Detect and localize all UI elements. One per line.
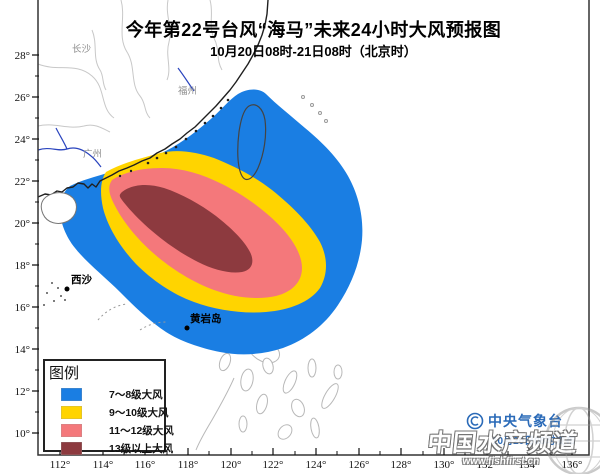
city-label-xisha: 西沙 <box>71 274 92 286</box>
province-borders <box>37 0 223 133</box>
wind-area-13plus <box>119 184 253 273</box>
svg-text:122°: 122° <box>263 459 284 471</box>
legend-title: 图例 <box>49 365 80 382</box>
legend-item-7-8: 7～8级大风 <box>61 385 164 403</box>
lat-major-ticks <box>32 54 39 434</box>
svg-text:112°: 112° <box>50 459 71 471</box>
publisher-issued-date: 10月20日08时发布 <box>492 436 576 447</box>
watermark-globe-icon <box>544 406 600 474</box>
legend-item-11-12: 11～12级大风 <box>61 421 174 439</box>
legend-label-9-10: 9～10级大风 <box>109 406 169 419</box>
mainland-coastline <box>37 0 269 198</box>
city-label-guangzhou: 广州 <box>83 148 102 160</box>
lat-minor-ticks <box>35 75 39 413</box>
legend-item-13plus: 13级以上大风 <box>61 439 173 457</box>
legend-swatch-7-8 <box>61 387 82 401</box>
svg-text:116°: 116° <box>135 459 156 471</box>
ryukyu-islets <box>301 95 328 123</box>
rivers <box>37 67 195 168</box>
publisher-name: 中央气象台 <box>488 413 563 429</box>
svg-text:18°: 18° <box>15 260 30 272</box>
svg-text:128°: 128° <box>391 459 412 471</box>
city-label-fuzhou: 福州 <box>178 85 197 97</box>
lon-axis-labels: 112° 114° 116° 118° 120° 122° 124° 126° … <box>50 459 583 471</box>
svg-text:12°: 12° <box>15 386 30 398</box>
hainan-island <box>40 192 77 224</box>
xisha-marker <box>64 286 70 292</box>
city-labels: 长沙 广州 福州 西沙 黄岩岛 <box>64 43 222 331</box>
wind-areas <box>60 89 363 355</box>
svg-text:114°: 114° <box>93 459 114 471</box>
svg-text:10°: 10° <box>15 428 30 440</box>
legend-swatch-11-12 <box>61 423 82 437</box>
svg-text:136°: 136° <box>562 459 583 471</box>
svg-text:28°: 28° <box>15 50 30 62</box>
coastal-islets <box>118 98 230 178</box>
palawan-island <box>195 377 235 451</box>
publisher-block: 中央气象台 <box>466 411 563 431</box>
city-label-changsha: 长沙 <box>72 43 92 55</box>
svg-text:22°: 22° <box>15 176 30 188</box>
legend-swatch-13plus <box>61 441 82 455</box>
legend-label-7-8: 7～8级大风 <box>109 388 163 401</box>
legend-item-9-10: 9～10级大风 <box>61 403 169 421</box>
huangyandao-marker <box>184 325 190 331</box>
lat-axis-labels: 28° 26° 24° 22° 20° 18° 16° 14° 12° 10° <box>15 50 30 440</box>
svg-text:14°: 14° <box>15 344 30 356</box>
svg-text:132°: 132° <box>477 459 498 471</box>
xisha-islets <box>43 282 167 331</box>
cma-logo-icon <box>466 412 484 430</box>
svg-text:26°: 26° <box>15 92 30 104</box>
taiwan-island <box>237 104 267 181</box>
svg-text:134°: 134° <box>519 459 540 471</box>
svg-text:118°: 118° <box>178 459 199 471</box>
page-title: 今年第22号台风“海马”未来24小时大风预报图 <box>125 20 502 40</box>
svg-text:126°: 126° <box>349 459 370 471</box>
svg-text:124°: 124° <box>306 459 327 471</box>
page-subtitle: 10月20日08时-21日08时（北京时） <box>210 44 417 59</box>
legend: 图例 7～8级大风 9～10级大风 11～12级大风 13级以上大风 <box>43 359 174 455</box>
svg-text:130°: 130° <box>434 459 455 471</box>
svg-text:24°: 24° <box>15 134 30 146</box>
svg-text:16°: 16° <box>15 302 30 314</box>
legend-label-11-12: 11～12级大风 <box>109 424 174 437</box>
legend-swatch-9-10 <box>61 405 82 419</box>
legend-label-13plus: 13级以上大风 <box>109 442 174 455</box>
city-label-huangyandao: 黄岩岛 <box>190 312 222 325</box>
svg-text:20°: 20° <box>15 218 30 230</box>
svg-text:120°: 120° <box>221 459 242 471</box>
